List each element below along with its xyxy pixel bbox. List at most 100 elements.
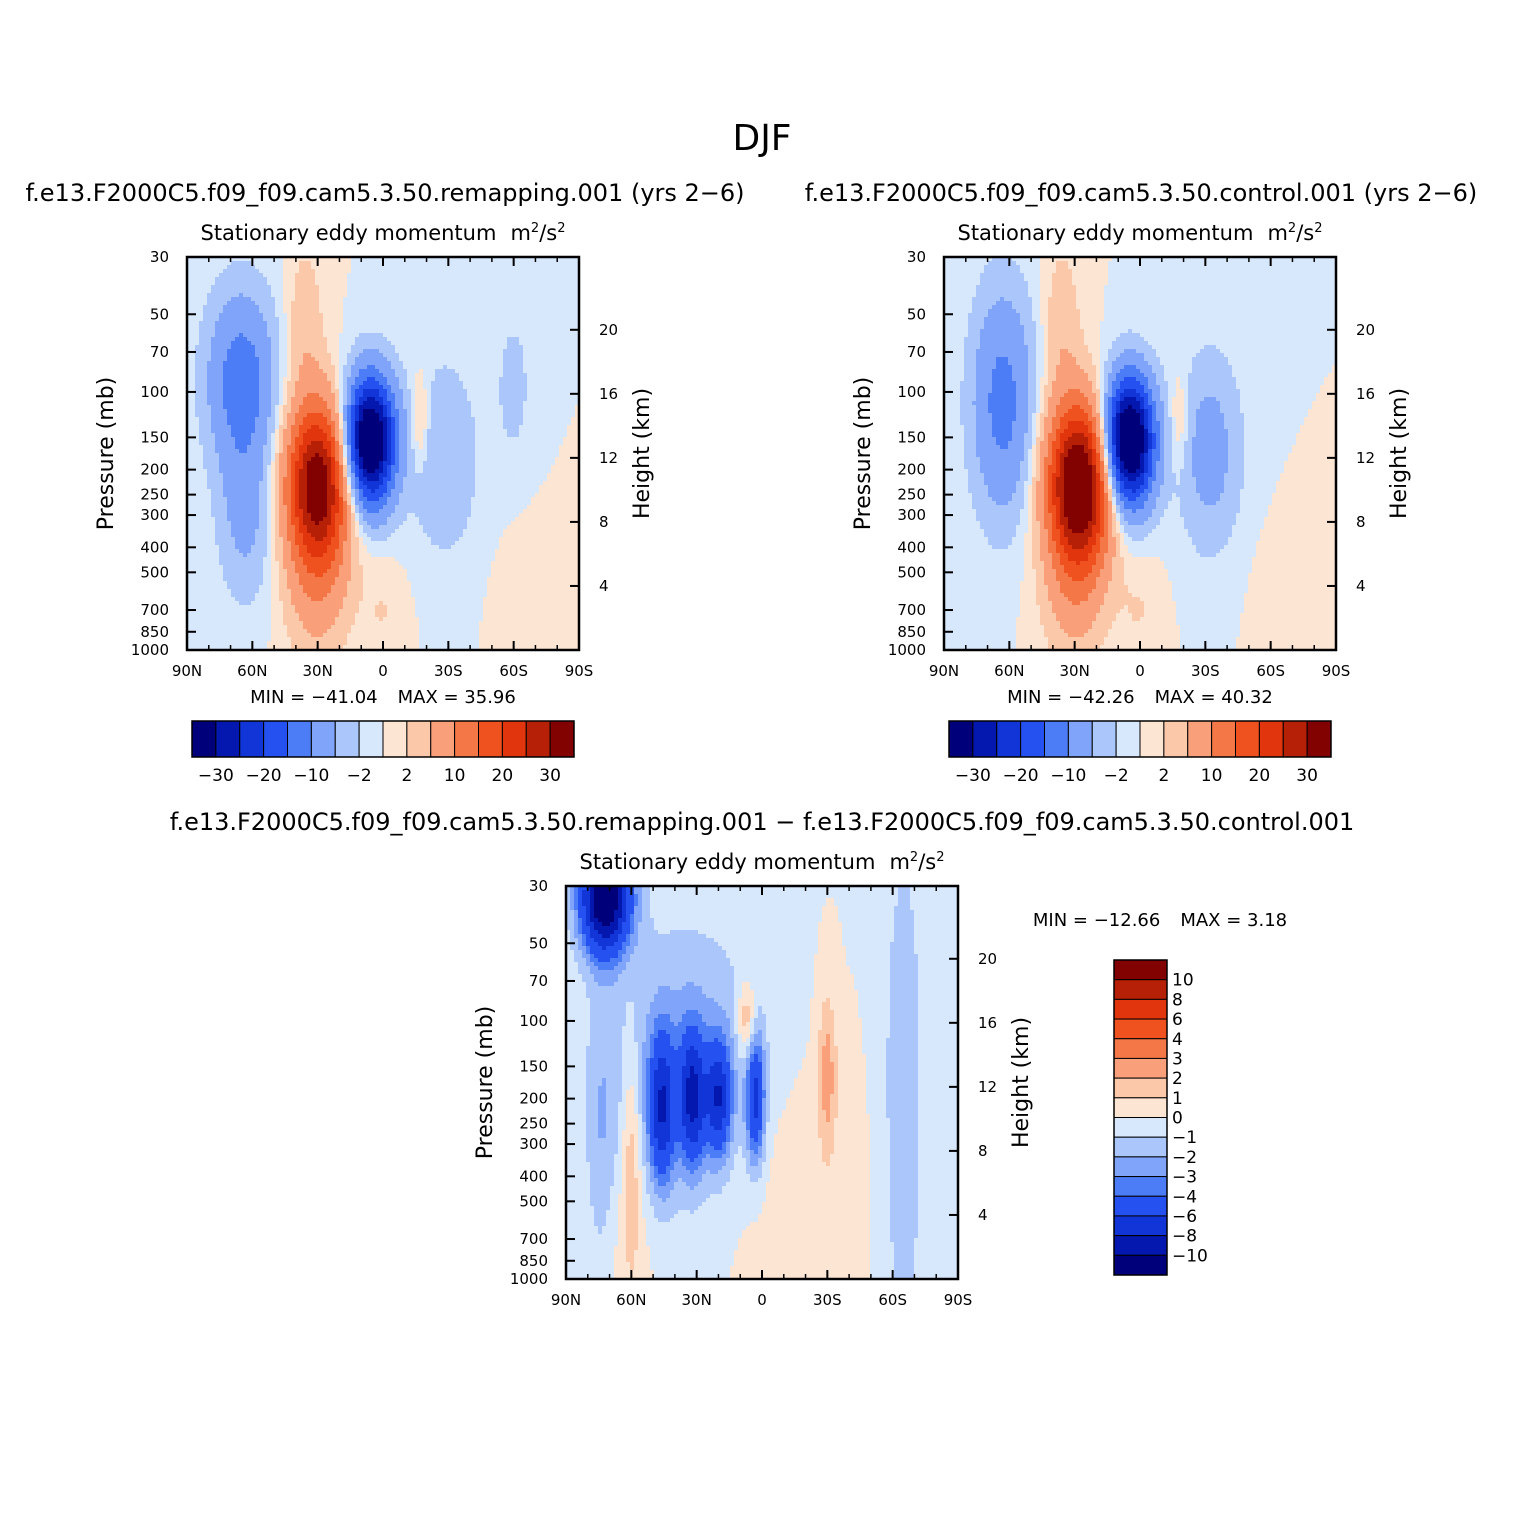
contour-cell (1040, 457, 1044, 461)
contour-cell (1064, 445, 1072, 449)
contour-cell (271, 357, 279, 361)
contour-cell (503, 369, 523, 373)
panel-control: f.e13.F2000C5.f09_f09.cam5.3.50.control.… (805, 179, 1478, 786)
contour-cell (1024, 573, 1036, 577)
contour-cell (347, 461, 351, 465)
contour-cell (271, 485, 275, 489)
contour-cell (638, 1190, 642, 1194)
contour-cell (1040, 309, 1048, 313)
contour-cell (219, 317, 263, 321)
contour-cell (826, 898, 834, 902)
contour-cell (275, 485, 279, 489)
contour-cell (622, 886, 626, 890)
contour-cell (734, 1134, 746, 1138)
contour-cell (1152, 417, 1156, 421)
contour-cell (634, 1038, 646, 1042)
contour-cell (499, 381, 527, 385)
contour-cell (980, 469, 1020, 473)
contour-cell (658, 1110, 666, 1114)
contour-cell (742, 1014, 750, 1018)
contour-cell (1220, 497, 1240, 501)
contour-cell (626, 1118, 638, 1122)
contour-cell (834, 1066, 838, 1070)
contour-cell (1060, 501, 1064, 505)
contour-cell (363, 381, 379, 385)
contour-cell (598, 958, 610, 962)
contour-cell (670, 1034, 682, 1038)
contour-cell (754, 1058, 758, 1062)
contour-cell (1100, 545, 1108, 549)
contour-cell (984, 269, 1020, 273)
y-tick-label: 400 (140, 538, 169, 556)
contour-cell (1036, 589, 1048, 593)
contour-cell (251, 545, 267, 549)
contour-cell (1092, 473, 1096, 477)
contour-cell (1316, 397, 1336, 401)
contour-cell (399, 445, 407, 449)
contour-cell (654, 1134, 670, 1138)
contour-cell (259, 381, 271, 385)
contour-cell (996, 357, 1008, 361)
contour-cell (1116, 529, 1120, 533)
contour-cell (642, 910, 650, 914)
contour-cell (1052, 281, 1072, 285)
contour-cell (1192, 457, 1228, 461)
contour-cell (838, 1090, 866, 1094)
contour-cell (834, 1038, 862, 1042)
contour-cell (1116, 489, 1120, 493)
y2-tick-label: 12 (978, 1078, 997, 1096)
contour-cell (287, 569, 295, 573)
contour-cell (618, 926, 622, 930)
contour-cell (355, 617, 379, 621)
contour-cell (1116, 401, 1120, 405)
contour-cell (758, 1130, 762, 1134)
contour-cell (710, 1118, 722, 1122)
contour-cell (207, 377, 223, 381)
contour-cell (1044, 565, 1052, 569)
contour-cell (1092, 413, 1100, 417)
contour-cell (742, 1106, 746, 1110)
contour-cell (766, 1086, 770, 1090)
contour-cell (1052, 493, 1056, 497)
contour-cell (287, 321, 291, 325)
contour-cell (223, 393, 259, 397)
contour-cell (1048, 349, 1060, 353)
contour-cell (387, 605, 415, 609)
contour-cell (984, 325, 1024, 329)
contour-cell (1068, 453, 1088, 457)
contour-cell (1156, 441, 1160, 445)
contour-cell (1112, 413, 1116, 417)
contour-cell (331, 585, 347, 589)
contour-cell (722, 1090, 726, 1094)
contour-cell (814, 994, 858, 998)
contour-cell (307, 481, 327, 485)
contour-cell (307, 509, 327, 513)
contour-cell (890, 1230, 918, 1234)
contour-cell (1108, 401, 1112, 405)
contour-cell (227, 349, 255, 353)
contour-cell (1048, 305, 1076, 309)
panel-subtitle-difference: Stationary eddy momentum m2/s2 (579, 850, 944, 874)
contour-cell (283, 421, 287, 425)
contour-cell (299, 613, 339, 617)
contour-cell (730, 1058, 734, 1062)
colorbar-label: −1 (1172, 1128, 1197, 1148)
contour-cell (750, 1010, 754, 1014)
contour-cell (976, 425, 992, 429)
contour-cell (355, 445, 359, 449)
contour-cell (215, 541, 235, 545)
y2-tick-label: 20 (1356, 321, 1375, 339)
contour-cell (742, 1086, 746, 1090)
contour-cell (730, 1026, 734, 1030)
contour-cell (1060, 509, 1064, 513)
contour-cell (271, 377, 279, 381)
contour-cell (1192, 437, 1228, 441)
contour-cell (622, 898, 626, 902)
contour-cell (754, 1150, 758, 1154)
contour-cell (746, 1070, 750, 1074)
contour-cell (682, 1102, 686, 1106)
contour-cell (594, 954, 618, 958)
contour-cell (886, 1078, 918, 1082)
contour-cell (1056, 505, 1060, 509)
x-tick-label: 0 (757, 1291, 767, 1309)
